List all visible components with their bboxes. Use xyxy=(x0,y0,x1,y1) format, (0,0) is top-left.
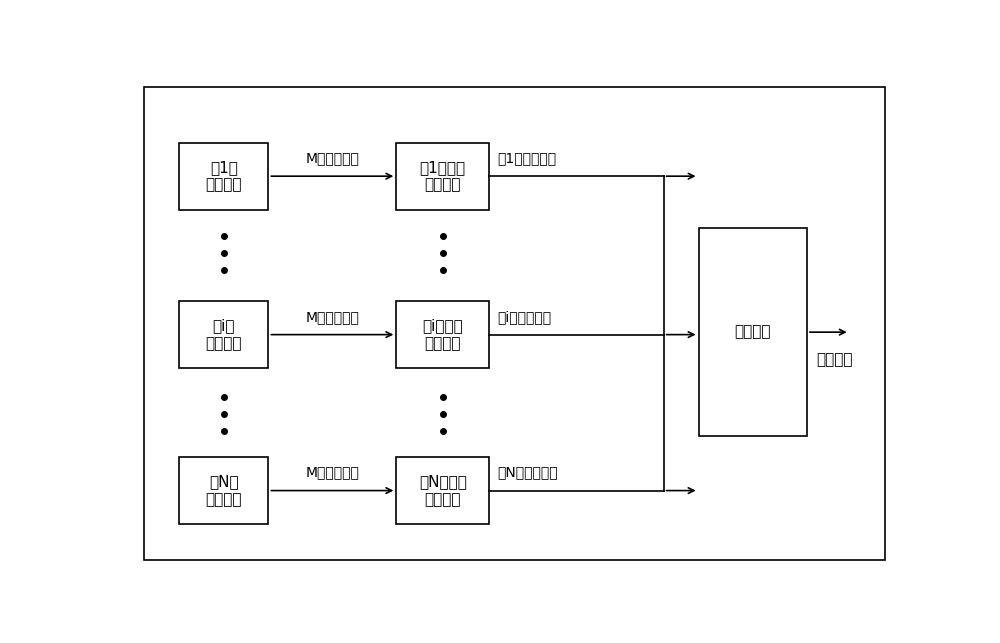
Text: 并行数据: 并行数据 xyxy=(816,352,853,367)
Text: 第1个并串
转换电路: 第1个并串 转换电路 xyxy=(420,160,466,192)
Bar xyxy=(698,228,807,436)
Text: 第i路串行数据: 第i路串行数据 xyxy=(497,310,551,323)
Text: 第N个
存储电路: 第N个 存储电路 xyxy=(206,475,242,507)
Text: M位并行数据: M位并行数据 xyxy=(305,310,359,323)
Bar xyxy=(179,143,268,210)
Bar xyxy=(396,457,489,524)
Bar xyxy=(179,301,268,368)
Text: 合成电路: 合成电路 xyxy=(734,325,771,340)
Text: M位并行数据: M位并行数据 xyxy=(305,151,359,165)
Text: 第1个
存储电路: 第1个 存储电路 xyxy=(206,160,242,192)
Text: 第i个并串
转换电路: 第i个并串 转换电路 xyxy=(422,318,463,351)
Text: 第N路串行数据: 第N路串行数据 xyxy=(497,466,558,480)
Bar xyxy=(396,143,489,210)
Bar xyxy=(396,301,489,368)
Bar xyxy=(179,457,268,524)
Text: 第i个
存储电路: 第i个 存储电路 xyxy=(206,318,242,351)
Text: 第N个并串
转换电路: 第N个并串 转换电路 xyxy=(419,475,467,507)
Text: 第1路串行数据: 第1路串行数据 xyxy=(497,151,556,165)
Text: M位并行数据: M位并行数据 xyxy=(305,466,359,480)
